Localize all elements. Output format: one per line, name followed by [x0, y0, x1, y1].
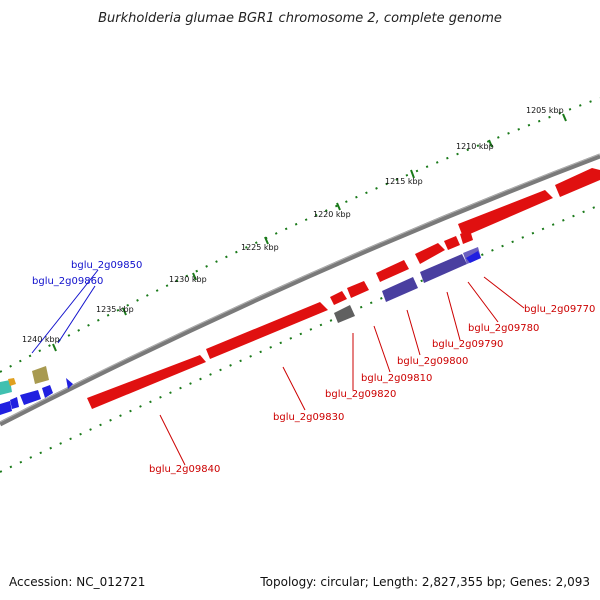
gene-label[interactable]: bglu_2g09810: [361, 373, 432, 384]
scale-label: 1235 kbp: [96, 305, 134, 314]
gene-arrow[interactable]: [347, 281, 369, 298]
scale-labels: 1205 kbp 1210 kbp 1215 kbp 1220 kbp 1225…: [22, 106, 564, 344]
gene-arrow[interactable]: [66, 378, 73, 389]
scale-label: 1225 kbp: [241, 243, 279, 252]
inner-tick-ruler: [0, 204, 600, 473]
gene-label[interactable]: bglu_2g09790: [432, 339, 503, 350]
gene-label[interactable]: bglu_2g09860: [32, 276, 103, 287]
gene-block[interactable]: [8, 378, 16, 386]
gene-label[interactable]: bglu_2g09780: [468, 323, 539, 334]
gene-arrow[interactable]: [330, 291, 347, 305]
gene-block[interactable]: [382, 277, 418, 302]
gene-arrow[interactable]: [466, 251, 481, 263]
chromosome-backbone: [0, 153, 600, 427]
gene-label[interactable]: bglu_2g09830: [273, 412, 344, 423]
label-leader-lines-blue: [31, 269, 99, 354]
gene-arrow[interactable]: [460, 230, 473, 244]
scale-label: 1205 kbp: [526, 106, 564, 115]
gene-label[interactable]: bglu_2g09820: [325, 389, 396, 400]
genome-summary: Topology: circular; Length: 2,827,355 bp…: [259, 575, 590, 589]
gene-arrow[interactable]: [42, 385, 53, 398]
forward-strand-genes: [87, 168, 600, 409]
gene-arrow[interactable]: [458, 190, 553, 237]
gene-label[interactable]: bglu_2g09770: [524, 304, 595, 315]
scale-label: 1215 kbp: [385, 177, 423, 186]
gene-arrow[interactable]: [555, 168, 600, 197]
scale-label: 1240 kbp: [22, 335, 60, 344]
map-title: Burkholderia glumae BGR1 chromosome 2, c…: [98, 11, 502, 26]
gene-label[interactable]: bglu_2g09840: [149, 464, 220, 475]
accession-label: Accession: NC_012721: [9, 575, 145, 589]
scale-label: 1210 kbp: [456, 142, 494, 151]
label-leader-lines: [159, 276, 525, 466]
gene-arrow[interactable]: [20, 390, 41, 405]
gene-block[interactable]: [334, 305, 355, 323]
gene-block[interactable]: [420, 254, 467, 283]
major-ticks: [52, 113, 567, 352]
gene-arrow[interactable]: [87, 355, 206, 409]
gene-label[interactable]: bglu_2g09800: [397, 356, 468, 367]
scale-label: 1220 kbp: [313, 210, 351, 219]
reverse-strand-genes: [0, 251, 481, 415]
gene-arrow[interactable]: [376, 260, 409, 282]
gene-block[interactable]: [32, 366, 49, 384]
gene-labels: bglu_2g09770 bglu_2g09780 bglu_2g09790 b…: [32, 260, 595, 475]
gene-arrow[interactable]: [10, 397, 19, 409]
gene-block[interactable]: [0, 380, 12, 395]
gene-arrow[interactable]: [0, 401, 12, 415]
gene-arrow[interactable]: [206, 302, 328, 359]
scale-label: 1230 kbp: [169, 275, 207, 284]
gene-arrow[interactable]: [415, 243, 445, 264]
gene-label[interactable]: bglu_2g09850: [71, 260, 142, 271]
gene-arrow[interactable]: [444, 236, 460, 250]
